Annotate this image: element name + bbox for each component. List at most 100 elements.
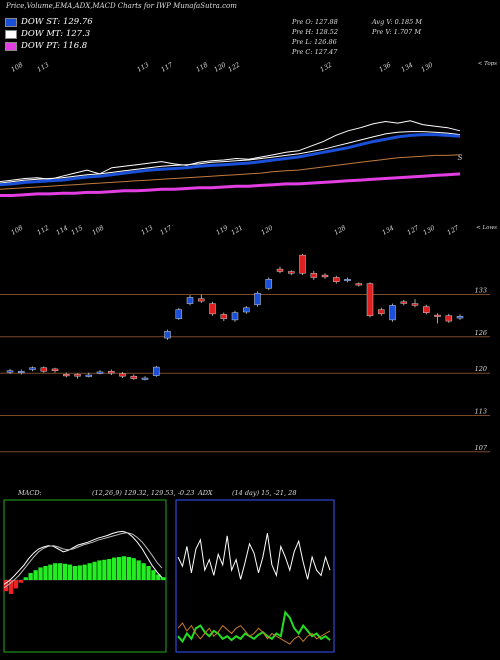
candle-body <box>321 274 329 278</box>
price-top-tick: 121 <box>230 224 245 237</box>
quote-low: Pre L: 126.86 <box>292 38 337 46</box>
candle-body <box>198 298 205 302</box>
adx-label: ADX <box>198 489 213 497</box>
macd-histogram-bar <box>4 580 9 592</box>
macd-histogram-bar <box>136 560 141 580</box>
price-y-label: 107 <box>475 444 488 452</box>
candle-body <box>220 314 228 319</box>
macd-histogram-bar <box>97 560 102 580</box>
candle-body <box>186 297 194 304</box>
candle-body <box>119 373 126 377</box>
price-top-tick: 113 <box>140 224 155 237</box>
price-top-tick: 130 <box>422 224 437 237</box>
legend-swatch-magenta <box>5 41 17 51</box>
macd-histogram-bar <box>48 564 53 580</box>
macd-histogram-bar <box>72 566 77 580</box>
ema-top-tick: 117 <box>160 60 175 74</box>
macd-histogram-bar <box>33 570 38 580</box>
candle-body <box>344 279 351 282</box>
ema-top-tick: 122 <box>227 61 242 74</box>
candle-body <box>333 277 340 282</box>
macd-histogram-bar <box>161 577 166 580</box>
candle-body <box>51 368 59 371</box>
price-y-label: 126 <box>475 329 487 337</box>
legend-label: DOW MT: 127.3 <box>21 29 91 39</box>
candle-body <box>400 301 408 304</box>
macd-histogram-bar <box>116 557 122 580</box>
candle-body <box>231 312 239 321</box>
candle-body <box>389 305 396 321</box>
price-top-tick: 117 <box>159 223 174 237</box>
ema-series-line <box>0 133 461 187</box>
ema-top-tick: 118 <box>195 61 210 74</box>
price-top-tick: 108 <box>10 224 25 237</box>
adx-params: (14 day) 15, -21, 28 <box>232 489 297 497</box>
ema-corner-label: < Tops <box>478 61 497 67</box>
candle-body <box>63 374 70 377</box>
macd-histogram-bar <box>156 574 161 580</box>
macd-histogram-bar <box>112 557 117 580</box>
candle-body <box>355 283 363 286</box>
candle-body <box>6 370 14 373</box>
ema-top-tick: 132 <box>319 61 334 74</box>
candle-body <box>378 309 385 315</box>
macd-histogram-bar <box>82 564 87 580</box>
candle-body <box>456 316 464 319</box>
chart-title: Price,Volume,EMA,ADX,MACD Charts for IWP… <box>6 2 237 10</box>
adx-series-line <box>177 622 331 645</box>
quote-high: Pre H: 128.52 <box>292 28 339 36</box>
adx-series-line <box>177 610 331 644</box>
candle-body <box>40 367 48 372</box>
macd-histogram-bar <box>77 565 82 580</box>
macd-params: (12,26,9) 129.32, 129.53, -0.23 <box>92 489 195 497</box>
adx-frame <box>175 499 335 653</box>
macd-label: MACD: <box>18 489 42 497</box>
legend-swatch-blue <box>5 17 17 27</box>
candle-body <box>130 375 138 379</box>
quote-close: Pre C: 127.47 <box>292 48 338 56</box>
candle-body <box>74 374 81 377</box>
quote-open: Pre O: 127.88 <box>292 18 338 26</box>
price-y-label: 133 <box>475 286 487 294</box>
macd-histogram-bar <box>87 563 92 580</box>
macd-histogram-bar <box>107 559 112 580</box>
macd-series-line <box>3 532 163 589</box>
macd-histogram-bar <box>53 563 58 580</box>
candle-body <box>254 293 261 306</box>
candle-body <box>434 314 441 317</box>
legend-label: DOW ST: 129.76 <box>21 17 93 27</box>
ema-series-line <box>0 120 461 183</box>
candle-body <box>175 309 183 319</box>
candle-body <box>141 377 149 380</box>
legend-label: DOW PT: 116.8 <box>21 41 88 51</box>
macd-histogram-bar <box>8 580 14 594</box>
price-top-tick: 128 <box>333 224 348 237</box>
ema-top-tick: 113 <box>136 61 151 74</box>
price-top-tick: 114 <box>55 224 70 237</box>
candle-body <box>164 331 171 339</box>
macd-histogram-bar <box>13 580 19 589</box>
ema-top-tick: 113 <box>36 61 51 74</box>
price-y-label: 113 <box>475 408 487 416</box>
quote-avg-volume: Avg V: 0.185 M <box>372 18 422 26</box>
price-top-tick: 120 <box>260 224 275 237</box>
candle-body <box>366 283 374 316</box>
price-corner-label: < Lows <box>476 225 497 231</box>
macd-histogram-bar <box>28 573 33 580</box>
price-top-tick: 127 <box>446 223 461 237</box>
ema-series-line <box>0 154 461 190</box>
legend-dow-pt: DOW PT: 116.8 <box>5 41 87 51</box>
candle-body <box>423 306 430 313</box>
candle-body <box>209 303 216 315</box>
legend-dow-mt: DOW MT: 127.3 <box>5 29 90 39</box>
quote-prev-volume: Pre V: 1.707 M <box>372 28 422 36</box>
candle-body <box>18 371 25 374</box>
ema-top-tick: 130 <box>420 61 435 74</box>
candle-body <box>85 374 93 377</box>
quote-volume: Avg V: 0.185 M Pre V: 1.707 M <box>372 17 422 37</box>
price-top-tick: 112 <box>36 224 51 237</box>
macd-histogram-bar <box>62 563 68 580</box>
price-y-label: 120 <box>475 365 487 373</box>
macd-histogram-bar <box>102 559 107 580</box>
